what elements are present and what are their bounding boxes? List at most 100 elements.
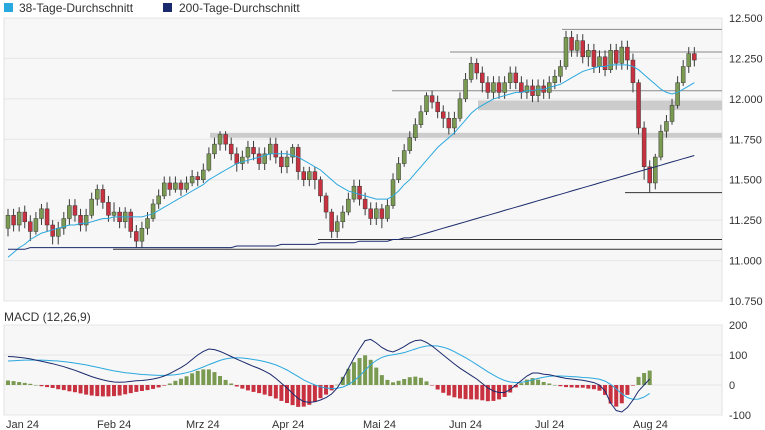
macd-histogram-bar	[139, 385, 144, 391]
macd-histogram-bar	[469, 385, 474, 400]
macd-histogram-bar	[418, 377, 423, 385]
macd-histogram-bar	[396, 380, 401, 385]
macd-histogram-bar	[441, 385, 446, 393]
macd-histogram-bar	[11, 381, 16, 385]
candle-body	[290, 147, 295, 158]
candle-body	[33, 218, 39, 232]
macd-histogram-bar	[17, 382, 22, 385]
macd-histogram-bar	[491, 385, 496, 401]
macd-histogram-bar	[335, 384, 340, 386]
candle-body	[362, 198, 368, 210]
macd-histogram-bar	[536, 379, 541, 385]
macd-histogram-bar	[56, 385, 61, 390]
candle-body	[368, 208, 373, 219]
macd-histogram-bar	[190, 373, 195, 385]
candle-body	[686, 53, 692, 67]
macd-histogram-bar	[463, 385, 468, 400]
macd-histogram-bar	[530, 378, 535, 385]
macd-histogram-bar	[407, 377, 412, 385]
macd-histogram-bar	[262, 385, 267, 395]
x-tick-label: Mrz 24	[186, 419, 220, 430]
price-y-tick-label: 12.500	[729, 13, 763, 25]
macd-histogram-bar	[223, 379, 228, 385]
candle-body	[329, 211, 334, 232]
candle-body	[72, 205, 78, 216]
candle-body	[346, 198, 351, 213]
candle-body	[262, 153, 267, 164]
candle-body	[240, 156, 245, 164]
candle-body	[150, 203, 156, 219]
macd-histogram-bar	[636, 376, 641, 385]
candle-body	[440, 111, 446, 119]
macd-histogram-bar	[6, 380, 10, 385]
candle-body	[201, 169, 206, 180]
candle-body	[374, 208, 379, 219]
candle-body	[413, 124, 418, 138]
candle-body	[424, 95, 429, 113]
macd-panel	[3, 324, 723, 416]
candle-body	[5, 215, 11, 229]
candle-body	[418, 111, 424, 125]
macd-histogram-bar	[368, 359, 373, 385]
candle-body	[55, 227, 61, 237]
macd-histogram-bar	[614, 385, 619, 407]
candle-body	[323, 195, 329, 213]
price-y-tick-label: 12.250	[729, 53, 763, 65]
candle-body	[630, 59, 636, 83]
price-panel	[3, 17, 723, 302]
candle-body	[463, 79, 468, 100]
candle-body	[563, 37, 569, 67]
candle-body	[89, 198, 94, 216]
candle-body	[692, 53, 697, 61]
candle-body	[234, 153, 240, 164]
macd-histogram-bar	[218, 376, 223, 385]
macd-histogram-bar	[625, 385, 630, 395]
candle-body	[301, 171, 306, 180]
candle-body	[647, 166, 652, 184]
macd-histogram-bar	[162, 385, 167, 386]
macd-histogram-bar	[547, 383, 552, 385]
macd-histogram-bar	[229, 383, 234, 385]
macd-histogram-bar	[128, 385, 133, 394]
candle-body	[474, 63, 479, 74]
candle-body	[134, 231, 139, 242]
candle-body	[457, 98, 463, 119]
x-tick-label: Jul 24	[535, 419, 564, 430]
candle-body	[357, 185, 362, 200]
macd-histogram-bar	[296, 385, 301, 407]
macd-histogram-bar	[312, 385, 317, 402]
macd-histogram-bar	[156, 385, 161, 388]
candle-body	[586, 50, 591, 58]
macd-histogram-bar	[402, 379, 407, 385]
macd-histogram-bar	[184, 376, 189, 385]
macd-histogram-bar	[45, 385, 50, 388]
macd-line	[7, 338, 651, 413]
macd-histogram-bar	[195, 370, 200, 385]
candle-body	[496, 82, 502, 93]
macd-histogram-bar	[351, 362, 356, 385]
macd-histogram-bar	[268, 385, 273, 397]
macd-histogram-bar	[569, 385, 574, 388]
candle-body	[390, 179, 396, 206]
macd-histogram-bar	[591, 385, 596, 390]
candle-body	[284, 156, 290, 168]
candle-body	[379, 208, 385, 219]
candle-body	[178, 182, 184, 190]
candle-body	[295, 147, 301, 172]
macd-histogram-bar	[391, 382, 396, 385]
macd-histogram-bar	[541, 382, 546, 385]
macd-histogram-bar	[117, 385, 122, 396]
candle-body	[184, 182, 189, 190]
macd-histogram-bar	[642, 373, 647, 385]
candle-body	[212, 143, 217, 155]
candle-body	[189, 176, 195, 184]
macd-histogram-bar	[100, 385, 105, 397]
macd-histogram-bar	[201, 369, 206, 385]
candle-body	[558, 66, 563, 77]
price-y-tick-label: 11.750	[729, 134, 762, 146]
macd-signal-line	[7, 345, 650, 400]
macd-histogram-bar	[519, 383, 524, 385]
candle-body	[519, 82, 524, 93]
candle-body	[156, 195, 161, 205]
